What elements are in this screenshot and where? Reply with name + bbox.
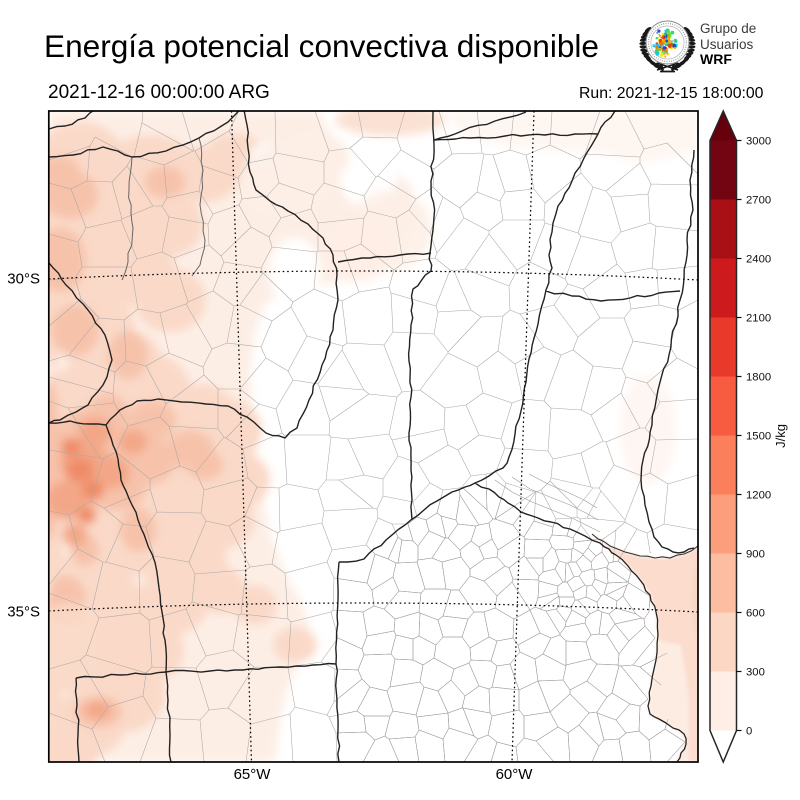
svg-text:300: 300 (746, 667, 765, 679)
svg-text:1500: 1500 (746, 431, 771, 443)
svg-text:35°S: 35°S (7, 604, 40, 621)
svg-text:2400: 2400 (746, 254, 771, 266)
svg-text:60°W: 60°W (496, 766, 534, 783)
svg-text:1800: 1800 (746, 372, 771, 384)
svg-text:600: 600 (746, 608, 765, 620)
svg-text:0: 0 (746, 726, 752, 738)
svg-text:3000: 3000 (746, 136, 771, 148)
svg-text:900: 900 (746, 549, 765, 561)
svg-text:2700: 2700 (746, 195, 771, 207)
svg-text:30°S: 30°S (7, 271, 40, 288)
svg-text:65°W: 65°W (234, 766, 272, 783)
svg-text:1200: 1200 (746, 490, 771, 502)
svg-text:J/kg: J/kg (773, 424, 788, 448)
svg-text:2100: 2100 (746, 313, 771, 325)
